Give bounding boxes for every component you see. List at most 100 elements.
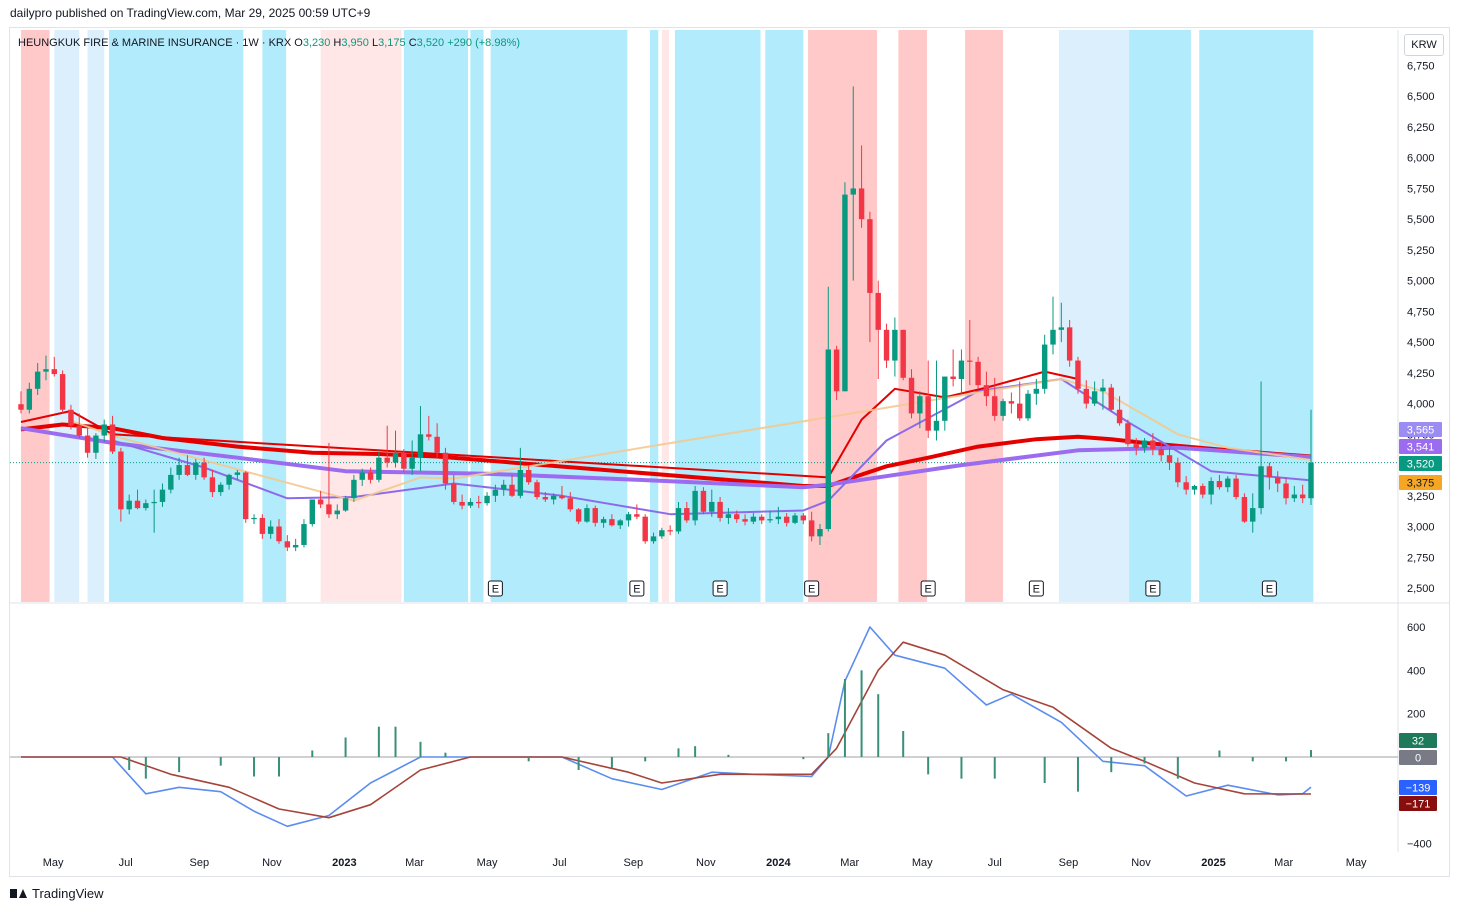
candle bbox=[642, 514, 648, 544]
candle bbox=[883, 323, 890, 368]
candle bbox=[1266, 462, 1273, 490]
macd-histogram-bar bbox=[1176, 757, 1179, 779]
candle bbox=[309, 499, 315, 527]
price-tick-label: 6,500 bbox=[1407, 91, 1435, 103]
candle bbox=[1091, 381, 1098, 407]
candle bbox=[101, 419, 107, 442]
candle bbox=[1299, 484, 1306, 504]
candle bbox=[684, 501, 690, 523]
macd-histogram-bar bbox=[577, 757, 580, 770]
candle bbox=[276, 519, 282, 544]
price-labels: 3,565 3,541 3,520 3,375 32 0 −139 −171 bbox=[1399, 422, 1442, 811]
candle bbox=[1108, 383, 1114, 413]
candle bbox=[251, 514, 257, 525]
candle bbox=[667, 525, 673, 536]
macd-histogram-bar bbox=[1143, 757, 1146, 764]
candle bbox=[367, 467, 374, 484]
time-tick-label: Nov bbox=[696, 857, 716, 869]
candle bbox=[892, 317, 898, 377]
macd-histogram-bar bbox=[219, 757, 222, 766]
candle bbox=[59, 370, 66, 414]
macd-label-box bbox=[1399, 780, 1437, 795]
macd-histogram-bar bbox=[1218, 750, 1221, 757]
candle-body bbox=[600, 519, 607, 523]
earnings-marker-label: E bbox=[716, 584, 723, 596]
candle bbox=[717, 497, 723, 522]
candle bbox=[359, 468, 365, 486]
macd-histogram-bar bbox=[860, 670, 863, 757]
price-tick-label: 2,500 bbox=[1407, 583, 1435, 595]
legend-part: 3,950 bbox=[341, 37, 372, 49]
time-tick-label: Jul bbox=[988, 857, 1002, 869]
candle bbox=[1208, 477, 1214, 505]
candle bbox=[226, 473, 232, 490]
moving-average-ma_orange bbox=[70, 378, 1312, 502]
candle-body bbox=[559, 495, 565, 499]
candle bbox=[484, 492, 490, 506]
candle-body bbox=[51, 369, 57, 375]
candle bbox=[342, 495, 349, 512]
macd-label-box bbox=[1399, 796, 1437, 811]
price-tick-label: 5,250 bbox=[1407, 245, 1435, 257]
candle bbox=[650, 532, 657, 544]
macd-label: 32 bbox=[1399, 733, 1437, 748]
candle bbox=[792, 513, 798, 525]
earnings-marker-label: E bbox=[633, 584, 640, 596]
candle bbox=[1216, 474, 1223, 490]
candle bbox=[1141, 438, 1148, 453]
macd-pane bbox=[21, 626, 1312, 828]
macd-histogram-bar bbox=[394, 726, 397, 757]
candle-body bbox=[401, 452, 407, 469]
macd-tick-label: 400 bbox=[1407, 665, 1425, 677]
tradingview-logo-icon bbox=[10, 888, 28, 899]
candle bbox=[1175, 457, 1181, 488]
candle-body bbox=[409, 457, 415, 469]
candle bbox=[592, 505, 598, 527]
time-tick-label: Nov bbox=[262, 857, 282, 869]
candle bbox=[1033, 379, 1040, 405]
price-tick-label: 2,750 bbox=[1407, 552, 1435, 564]
candle-body bbox=[218, 484, 224, 493]
earnings-marker: E bbox=[1145, 580, 1161, 597]
macd-label-text: 0 bbox=[1415, 753, 1421, 765]
moving-average-ma_red_thin bbox=[20, 370, 1079, 479]
candle bbox=[401, 449, 407, 473]
background-band bbox=[490, 30, 628, 602]
candle-body bbox=[276, 526, 282, 542]
candle bbox=[1225, 476, 1231, 493]
candle-body bbox=[917, 396, 923, 414]
candle-body bbox=[442, 452, 449, 484]
price-label-text: 3,520 bbox=[1407, 459, 1435, 471]
macd-histogram-bar bbox=[344, 737, 347, 757]
candle bbox=[1017, 381, 1023, 421]
candle-body bbox=[334, 510, 340, 515]
candle-body bbox=[617, 520, 623, 526]
background-band bbox=[262, 30, 287, 602]
time-tick-label: May bbox=[477, 857, 498, 869]
candle-body bbox=[975, 361, 981, 386]
candle-body bbox=[692, 490, 698, 521]
candle-body bbox=[858, 188, 865, 220]
macd-histogram-bar bbox=[843, 679, 846, 757]
macd-histogram-bar bbox=[827, 733, 830, 757]
candle-body bbox=[667, 530, 673, 532]
macd-histogram-bar bbox=[1251, 757, 1254, 762]
candle-body bbox=[359, 472, 365, 480]
candle-body bbox=[700, 490, 707, 512]
candle bbox=[492, 484, 499, 502]
background-band bbox=[965, 30, 1004, 602]
macd-line-macd bbox=[21, 626, 1312, 828]
candle bbox=[725, 508, 732, 525]
currency-button[interactable]: KRW bbox=[1404, 34, 1444, 56]
macd-histogram-bar bbox=[877, 694, 880, 757]
moving-average-ma_purple_thick bbox=[20, 426, 1312, 490]
background-band bbox=[1058, 30, 1130, 602]
candle-body bbox=[867, 219, 873, 293]
candle bbox=[1283, 477, 1289, 505]
candle bbox=[742, 514, 748, 526]
candle bbox=[426, 415, 432, 441]
candle bbox=[800, 513, 807, 525]
price-label-box bbox=[1399, 456, 1442, 471]
